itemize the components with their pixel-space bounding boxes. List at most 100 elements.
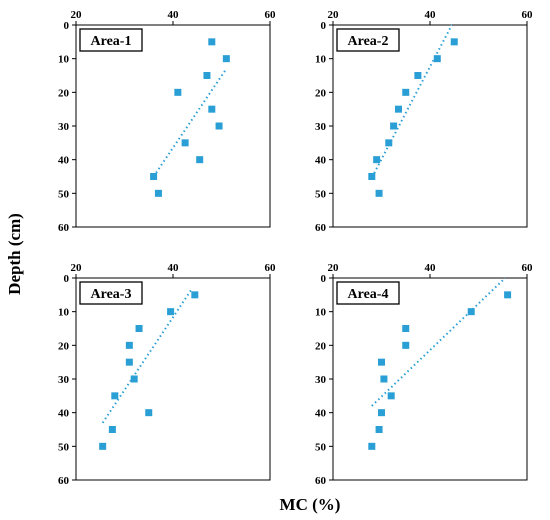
data-point	[215, 122, 223, 130]
y-tick-label: 60	[315, 222, 327, 234]
y-tick-label: 50	[58, 188, 70, 200]
x-tick-label: 40	[425, 9, 437, 21]
data-point	[174, 88, 182, 96]
data-point	[99, 442, 107, 450]
x-tick-label: 60	[265, 9, 277, 21]
y-tick-label: 0	[321, 273, 327, 285]
y-tick-label: 30	[315, 374, 327, 386]
data-point	[375, 426, 383, 433]
data-point	[380, 375, 388, 383]
trendline	[101, 287, 194, 424]
x-tick-label: 40	[168, 262, 180, 274]
data-point	[378, 409, 385, 417]
data-point	[125, 358, 133, 366]
data-point	[191, 291, 199, 299]
data-point	[504, 291, 512, 299]
data-point	[135, 325, 143, 332]
chart-panel-1: 20 40 60 0 10 20 30 40 50 60 Area-1	[58, 9, 276, 234]
trendline	[152, 68, 228, 178]
data-point	[167, 308, 175, 316]
y-tick-label: 20	[315, 340, 327, 352]
x-axis-title: MC (%)	[280, 495, 341, 514]
data-point	[181, 139, 189, 147]
y-tick-label: 60	[58, 222, 70, 234]
data-point	[450, 38, 458, 46]
area-label-box	[79, 281, 143, 305]
chart-panel-3: 20 40 60 0 10 20 30 40 50 60 Area-3	[58, 262, 276, 487]
chart-panel-2: 20 40 60 0 10 20 30 40 50 60 Area-2	[315, 9, 533, 234]
y-tick-label: 40	[58, 155, 70, 167]
data-point	[433, 55, 441, 63]
data-point	[375, 189, 383, 197]
data-point	[467, 308, 475, 316]
x-tick-label: 60	[522, 262, 534, 274]
data-point	[208, 38, 216, 46]
data-point	[130, 375, 138, 383]
data-point	[203, 72, 211, 79]
data-point	[208, 105, 216, 113]
data-point	[402, 341, 410, 349]
data-point	[108, 426, 116, 433]
area-label: Area-3	[91, 287, 132, 302]
y-tick-label: 40	[58, 408, 70, 420]
x-tick-label: 20	[328, 9, 340, 21]
y-tick-label: 30	[58, 374, 70, 386]
y-tick-label: 30	[315, 121, 327, 133]
y-tick-label: 0	[64, 20, 70, 32]
trendline	[371, 277, 506, 407]
x-tick-label: 20	[71, 262, 83, 274]
data-point	[196, 156, 204, 164]
x-tick-label: 40	[425, 262, 437, 274]
data-point	[368, 173, 376, 180]
y-tick-label: 10	[315, 307, 327, 319]
area-label-box	[336, 28, 400, 52]
data-point	[154, 189, 162, 197]
y-tick-label: 0	[64, 273, 70, 285]
y-axis-title: Depth (cm)	[5, 213, 24, 295]
area-label-box	[79, 28, 143, 52]
area-label: Area-4	[348, 287, 389, 302]
y-tick-label: 20	[315, 87, 327, 99]
plot-frame	[332, 277, 528, 481]
y-tick-label: 50	[315, 188, 327, 200]
y-tick-label: 40	[315, 155, 327, 167]
y-tick-label: 50	[58, 441, 70, 453]
data-point	[378, 358, 385, 366]
y-tick-label: 10	[58, 307, 70, 319]
area-label-box	[336, 281, 400, 305]
data-point	[222, 55, 230, 63]
area-label: Area-2	[348, 34, 389, 49]
y-tick-label: 0	[321, 20, 327, 32]
data-point	[125, 341, 133, 349]
plot-frame	[332, 24, 528, 228]
trendline	[373, 24, 453, 174]
y-tick-label: 30	[58, 121, 70, 133]
data-point	[390, 122, 398, 130]
y-tick-label: 40	[315, 408, 327, 420]
data-point	[402, 88, 410, 96]
data-point	[111, 392, 119, 400]
y-tick-label: 60	[58, 475, 70, 487]
y-tick-label: 10	[58, 54, 70, 66]
y-tick-label: 10	[315, 54, 327, 66]
y-tick-label: 20	[58, 87, 70, 99]
data-point	[145, 409, 153, 417]
y-tick-label: 20	[58, 340, 70, 352]
data-point	[385, 139, 393, 147]
x-tick-label: 20	[71, 9, 83, 21]
data-point	[150, 173, 158, 180]
data-point	[387, 392, 395, 400]
data-point	[414, 72, 422, 79]
y-tick-label: 50	[315, 441, 327, 453]
area-label: Area-1	[91, 34, 132, 49]
y-tick-label: 60	[315, 475, 327, 487]
data-point	[368, 442, 376, 450]
x-tick-label: 60	[265, 262, 277, 274]
x-tick-label: 60	[522, 9, 534, 21]
chart-panel-4: 20 40 60 0 10 20 30 40 50 60 Area-4	[315, 262, 533, 487]
plot-frame	[75, 24, 271, 228]
x-tick-label: 40	[168, 9, 180, 21]
data-point	[402, 325, 410, 332]
data-point	[373, 156, 381, 164]
